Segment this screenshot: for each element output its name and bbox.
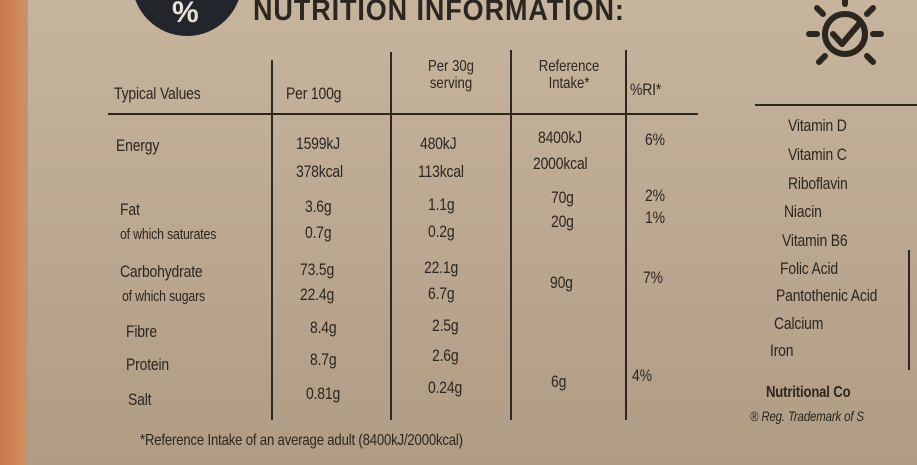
- vitamin-item: Calcium: [774, 314, 824, 333]
- col-header-per-100g: Per 100g: [286, 84, 342, 103]
- nutritional-side-heading: Nutritional Co: [766, 384, 851, 401]
- cell-per100: 0.81g: [306, 384, 341, 403]
- nutrition-panel: % NUTRITION INFORMATION: Typical Values …: [28, 0, 917, 465]
- cell-per30: 1.1g: [428, 195, 455, 214]
- cell-per100: 3.6g: [305, 197, 332, 216]
- cell-per100: 1599kJ: [296, 134, 340, 153]
- col-header-per-30g: Per 30g serving: [428, 58, 474, 92]
- cell-per30: 2.6g: [432, 346, 459, 365]
- vitamin-item: Iron: [770, 341, 794, 360]
- row-label-energy: Energy: [116, 136, 160, 155]
- cell-per100: 8.7g: [310, 350, 337, 369]
- col-header-reference-intake: Reference Intake*: [538, 58, 600, 92]
- row-label-salt: Salt: [128, 390, 152, 409]
- cell-per100: 73.5g: [300, 260, 335, 279]
- percent-badge-icon: %: [132, 0, 242, 36]
- row-label-sugars: of which sugars: [122, 288, 205, 305]
- vitamin-item: Niacin: [784, 202, 822, 221]
- cell-ri: 20g: [551, 212, 574, 231]
- row-label-protein: Protein: [126, 355, 170, 374]
- cell-pct: 6%: [645, 130, 665, 149]
- sun-checkmark-icon: [806, 0, 884, 65]
- cell-per30: 6.7g: [428, 284, 455, 303]
- cell-per30: 113kcal: [418, 162, 464, 181]
- cell-per30: 0.24g: [428, 378, 463, 397]
- cell-per100: 22.4g: [300, 285, 335, 304]
- vitamin-item: Riboflavin: [788, 174, 848, 193]
- row-label-fibre: Fibre: [126, 322, 157, 341]
- cell-per30: 22.1g: [424, 258, 459, 277]
- cell-pct: 2%: [645, 186, 665, 205]
- row-label-carbohydrate: Carbohydrate: [120, 262, 203, 281]
- trademark-note: ® Reg. Trademark of S: [750, 408, 864, 424]
- cell-ri: 8400kJ: [538, 128, 582, 147]
- cell-ri: 70g: [551, 188, 574, 207]
- cell-ri: 2000kcal: [533, 154, 588, 173]
- cell-per30: 0.2g: [428, 222, 455, 241]
- cell-pct: 4%: [632, 366, 652, 385]
- vitamin-item: Pantothenic Acid: [776, 286, 878, 305]
- cell-per30: 2.5g: [432, 316, 459, 335]
- table-divider-3: [510, 50, 512, 420]
- row-label-saturates: of which saturates: [120, 226, 217, 243]
- vitamin-item: Vitamin B6: [782, 231, 848, 250]
- vitamin-header-rule: [755, 104, 917, 106]
- table-divider-2: [390, 52, 392, 420]
- percent-symbol: %: [172, 0, 199, 29]
- cell-per100: 8.4g: [310, 318, 337, 337]
- cell-per100: 378kcal: [296, 162, 343, 181]
- panel-title: NUTRITION INFORMATION:: [253, 0, 625, 27]
- row-label-fat: Fat: [120, 200, 140, 219]
- cell-per30: 480kJ: [420, 134, 457, 153]
- table-divider-4: [625, 50, 627, 420]
- cell-ri: 90g: [550, 273, 573, 292]
- col-header-typical-values: Typical Values: [114, 84, 201, 103]
- table-divider-1: [271, 60, 273, 420]
- cell-pct: 1%: [645, 208, 665, 227]
- vitamin-item: Vitamin C: [788, 145, 847, 164]
- vitamin-item: Vitamin D: [788, 116, 847, 135]
- cell-per100: 0.7g: [305, 223, 332, 242]
- vitamin-item: Folic Acid: [780, 259, 839, 278]
- cell-ri: 6g: [551, 372, 567, 391]
- cell-pct: 7%: [643, 268, 663, 287]
- table-header-rule: [108, 113, 698, 115]
- col-header-percent-ri: %RI*: [630, 80, 662, 99]
- vitamin-divider: [908, 250, 910, 370]
- reference-intake-footnote: *Reference Intake of an average adult (8…: [140, 432, 463, 449]
